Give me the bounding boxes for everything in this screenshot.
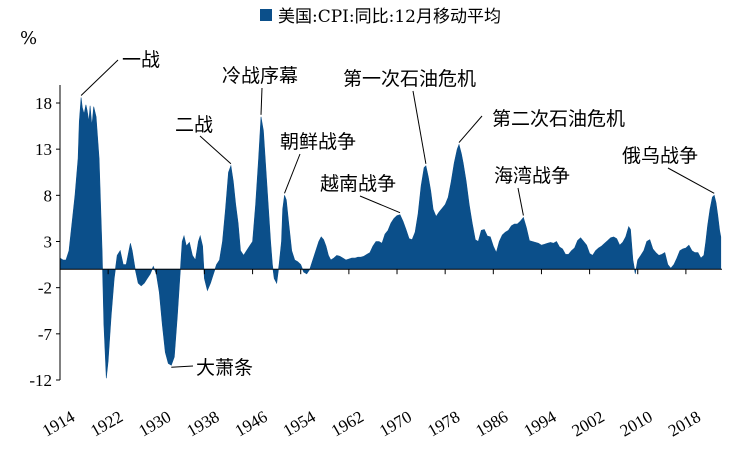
annotation-leader-line — [517, 187, 524, 216]
x-tick-label: 1930 — [135, 407, 174, 440]
annotation-label: 大萧条 — [196, 357, 253, 379]
x-tick-label: 1986 — [472, 407, 511, 440]
y-tick-label: -2 — [38, 279, 52, 298]
annotation-label: 二战 — [175, 114, 213, 136]
y-tick-label: 13 — [35, 140, 52, 159]
annotation-leader-line — [412, 90, 427, 164]
y-tick-label: -7 — [38, 325, 53, 344]
annotation-label: 俄乌战争 — [622, 145, 698, 167]
x-axis-ticks: 1914 1922 1930 1938 1946 1954 1962 1970 1978 1986… — [39, 269, 704, 440]
annotation-leader-line — [458, 115, 483, 143]
y-tick-label: 3 — [44, 233, 53, 252]
annotation-leader-line — [171, 365, 194, 368]
annotation-label: 一战 — [122, 49, 160, 71]
x-tick-label: 1938 — [183, 407, 222, 440]
x-tick-label: 1922 — [87, 407, 126, 440]
x-tick-label: 1978 — [424, 407, 463, 440]
annotation-leader-line — [667, 167, 715, 194]
x-tick-label: 2010 — [617, 407, 656, 440]
legend-swatch — [260, 9, 272, 21]
annotation-leader-line — [284, 153, 301, 194]
annotation-label: 朝鲜战争 — [280, 131, 356, 153]
annotation-label: 第二次石油危机 — [492, 108, 625, 130]
x-tick-label: 2002 — [569, 407, 608, 440]
x-tick-label: 1970 — [376, 407, 415, 440]
x-tick-label: 1994 — [521, 407, 560, 441]
x-tick-label: 1954 — [280, 407, 319, 441]
annotation-label: 第一次石油危机 — [343, 68, 476, 90]
annotation-label: 越南战争 — [320, 173, 396, 195]
y-tick-label: 8 — [44, 186, 53, 205]
cpi-series-area — [59, 97, 722, 379]
y-axis-ticks: 18 13 8 3 -2 -7 -12 — [29, 94, 60, 390]
annotation-leader-line — [359, 195, 401, 214]
annotation-label: 冷战序幕 — [222, 65, 298, 87]
x-tick-label: 2018 — [665, 407, 704, 440]
plot-area — [59, 85, 722, 380]
annotation-leader-line — [199, 135, 232, 165]
y-tick-label: -12 — [29, 371, 52, 390]
annotation-leader-line — [80, 59, 119, 96]
legend-label: 美国:CPI:同比:12月移动平均 — [278, 7, 501, 27]
y-tick-label: 18 — [35, 94, 52, 113]
x-tick-label: 1946 — [232, 407, 271, 440]
x-tick-label: 1914 — [39, 407, 78, 441]
y-unit-label: % — [20, 28, 37, 49]
annotation-leader-line — [260, 87, 263, 115]
annotation-label: 海湾战争 — [494, 165, 570, 187]
x-tick-label: 1962 — [328, 407, 367, 440]
legend: 美国:CPI:同比:12月移动平均 — [260, 7, 501, 27]
